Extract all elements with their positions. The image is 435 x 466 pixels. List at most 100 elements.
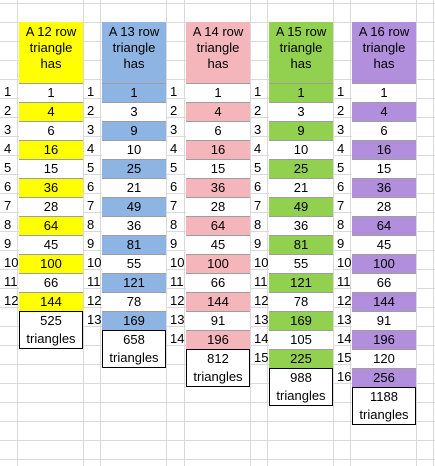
value-cell[interactable]: 21 <box>102 178 166 197</box>
value-cell[interactable]: 81 <box>269 235 333 254</box>
row-number: 11 <box>254 274 268 289</box>
value-cell[interactable]: 45 <box>186 235 250 254</box>
row-number: 16 <box>337 369 352 384</box>
gridline-vertical <box>267 0 268 466</box>
value-cell[interactable]: 196 <box>352 330 416 349</box>
gridline-horizontal <box>0 421 435 422</box>
row-number: 11 <box>87 274 101 289</box>
value-cell[interactable]: 28 <box>186 197 250 216</box>
row-number: 7 <box>170 198 178 213</box>
value-cell[interactable]: 36 <box>19 178 83 197</box>
value-cell[interactable]: 28 <box>352 197 416 216</box>
row-number: 12 <box>4 293 19 308</box>
row-number: 7 <box>4 198 12 213</box>
row-number: 5 <box>87 160 95 175</box>
value-cell[interactable]: 9 <box>102 121 166 140</box>
value-cell[interactable]: 55 <box>269 254 333 273</box>
value-cell[interactable]: 100 <box>19 254 83 273</box>
value-cell[interactable]: 66 <box>186 273 250 292</box>
value-cell[interactable]: 1 <box>269 83 333 102</box>
value-cell[interactable]: 36 <box>352 178 416 197</box>
value-cell[interactable]: 4 <box>19 102 83 121</box>
gridline-vertical <box>184 0 185 466</box>
row-number: 1 <box>87 84 95 99</box>
row-number: 9 <box>337 236 345 251</box>
value-cell[interactable]: 169 <box>269 311 333 330</box>
value-cell[interactable]: 4 <box>352 102 416 121</box>
value-cell[interactable]: 1 <box>102 83 166 102</box>
value-cell[interactable]: 1 <box>186 83 250 102</box>
value-cell[interactable]: 15 <box>186 159 250 178</box>
row-number: 1 <box>4 84 12 99</box>
value-cell[interactable]: 55 <box>102 254 166 273</box>
column-header: A 16 row triangle has <box>352 22 416 83</box>
value-cell[interactable]: 66 <box>352 273 416 292</box>
value-cell[interactable]: 6 <box>19 121 83 140</box>
gridline-vertical <box>350 0 351 466</box>
row-number: 10 <box>337 255 352 270</box>
value-cell[interactable]: 78 <box>269 292 333 311</box>
value-cell[interactable]: 36 <box>102 216 166 235</box>
value-cell[interactable]: 15 <box>352 159 416 178</box>
value-cell[interactable]: 144 <box>19 292 83 311</box>
row-number: 5 <box>170 160 178 175</box>
value-cell[interactable]: 3 <box>269 102 333 121</box>
value-cell[interactable]: 3 <box>102 102 166 121</box>
row-number: 10 <box>87 255 102 270</box>
value-cell[interactable]: 49 <box>269 197 333 216</box>
value-cell[interactable]: 21 <box>269 178 333 197</box>
value-cell[interactable]: 144 <box>352 292 416 311</box>
value-cell[interactable]: 256 <box>352 368 416 387</box>
row-number: 9 <box>254 236 262 251</box>
gridline-vertical <box>416 0 417 466</box>
value-cell[interactable]: 49 <box>102 197 166 216</box>
row-number: 11 <box>170 274 184 289</box>
value-cell[interactable]: 4 <box>186 102 250 121</box>
value-cell[interactable]: 6 <box>352 121 416 140</box>
value-cell[interactable]: 16 <box>352 140 416 159</box>
value-cell[interactable]: 120 <box>352 349 416 368</box>
value-cell[interactable]: 36 <box>269 216 333 235</box>
value-cell[interactable]: 121 <box>269 273 333 292</box>
total-cell: 1188 triangles <box>352 387 416 425</box>
value-cell[interactable]: 15 <box>19 159 83 178</box>
row-number: 8 <box>87 217 95 232</box>
value-cell[interactable]: 64 <box>19 216 83 235</box>
row-number: 14 <box>254 331 269 346</box>
row-number: 6 <box>170 179 178 194</box>
gridline-vertical <box>100 0 101 466</box>
value-cell[interactable]: 16 <box>186 140 250 159</box>
value-cell[interactable]: 1 <box>19 83 83 102</box>
value-cell[interactable]: 45 <box>19 235 83 254</box>
value-cell[interactable]: 36 <box>186 178 250 197</box>
value-cell[interactable]: 169 <box>102 311 166 330</box>
value-cell[interactable]: 1 <box>352 83 416 102</box>
value-cell[interactable]: 91 <box>186 311 250 330</box>
value-cell[interactable]: 225 <box>269 349 333 368</box>
value-cell[interactable]: 100 <box>352 254 416 273</box>
row-number: 14 <box>337 331 352 346</box>
value-cell[interactable]: 81 <box>102 235 166 254</box>
value-cell[interactable]: 6 <box>186 121 250 140</box>
value-cell[interactable]: 10 <box>269 140 333 159</box>
value-cell[interactable]: 100 <box>186 254 250 273</box>
value-cell[interactable]: 28 <box>19 197 83 216</box>
value-cell[interactable]: 78 <box>102 292 166 311</box>
value-cell[interactable]: 25 <box>269 159 333 178</box>
value-cell[interactable]: 196 <box>186 330 250 349</box>
value-cell[interactable]: 25 <box>102 159 166 178</box>
value-cell[interactable]: 105 <box>269 330 333 349</box>
row-number: 13 <box>337 312 352 327</box>
value-cell[interactable]: 10 <box>102 140 166 159</box>
value-cell[interactable]: 9 <box>269 121 333 140</box>
row-number: 11 <box>4 274 18 289</box>
value-cell[interactable]: 16 <box>19 140 83 159</box>
value-cell[interactable]: 144 <box>186 292 250 311</box>
value-cell[interactable]: 66 <box>19 273 83 292</box>
row-number: 12 <box>254 293 269 308</box>
value-cell[interactable]: 121 <box>102 273 166 292</box>
value-cell[interactable]: 64 <box>186 216 250 235</box>
value-cell[interactable]: 64 <box>352 216 416 235</box>
value-cell[interactable]: 45 <box>352 235 416 254</box>
value-cell[interactable]: 91 <box>352 311 416 330</box>
